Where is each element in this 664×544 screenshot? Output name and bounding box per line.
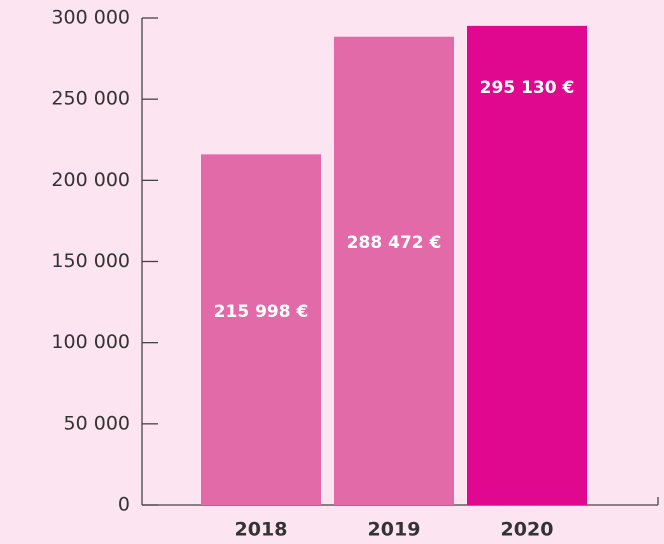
y-tick-label: 200 000 (51, 169, 130, 191)
y-tick-label: 0 (118, 494, 130, 516)
value-label: 295 130 € (480, 78, 575, 98)
x-tick-label: 2018 (235, 519, 288, 541)
bar (467, 25, 587, 505)
bar (201, 154, 321, 505)
bar (334, 36, 454, 506)
y-tick-label: 250 000 (51, 88, 130, 110)
value-label: 215 998 € (214, 302, 309, 322)
y-tick-label: 50 000 (64, 412, 130, 434)
y-tick-label: 300 000 (51, 7, 130, 29)
y-tick-label: 150 000 (51, 250, 130, 272)
y-tick-label: 100 000 (51, 331, 130, 353)
value-label: 288 472 € (347, 233, 442, 253)
x-tick-label: 2019 (368, 519, 421, 541)
x-tick-label: 2020 (501, 519, 554, 541)
